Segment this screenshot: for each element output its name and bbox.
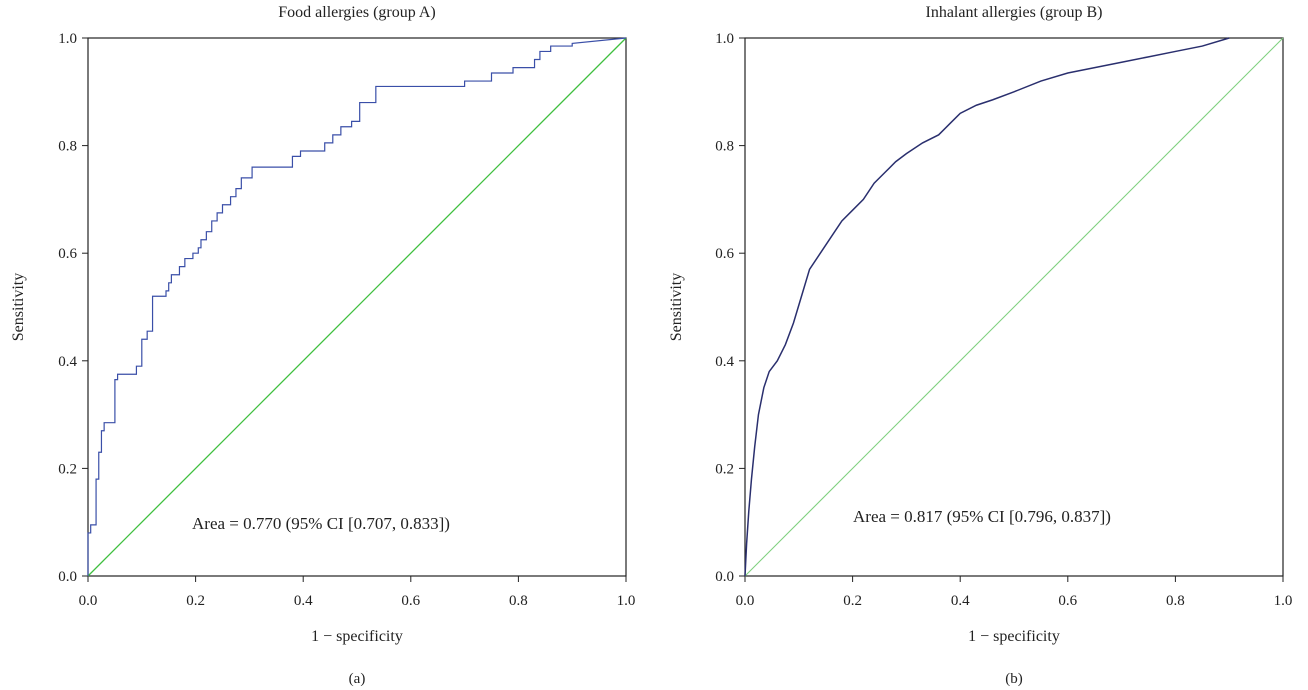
panel-b-label: (b) xyxy=(1005,671,1023,687)
panel-b-ticks: 0.0 0.2 0.4 0.6 0.8 1.0 0.0 0.2 0.4 0.6 0.8 1.0 xyxy=(715,31,1292,609)
panel-a-x-axis-title: 1 − specificity xyxy=(311,628,403,645)
panel-a-x-tick-label: 0.6 xyxy=(401,593,420,609)
panel-b-plot-frame xyxy=(744,37,1284,577)
panel-a-y-tick-label: 0.0 xyxy=(58,569,77,585)
panel-b-x-tick-label: 0.8 xyxy=(1166,593,1185,609)
panel-a-x-tick-label: 0.0 xyxy=(79,593,98,609)
roc-panel-b: Inhalant allergies (group B) 0.0 0.2 0.4 0.… xyxy=(668,4,1292,687)
panel-b-x-tick-label: 1.0 xyxy=(1274,593,1293,609)
roc-panel-a: Food allergies (group A) 0.0 0.2 0.4 0.6 0.8… xyxy=(10,4,635,687)
panel-a-roc-curve xyxy=(87,37,627,576)
panel-a-label: (a) xyxy=(349,671,366,687)
panel-b-x-axis-title: 1 − specificity xyxy=(968,628,1060,645)
panel-a-y-tick-label: 0.2 xyxy=(58,461,77,477)
panel-b-y-tick-label: 0.8 xyxy=(715,139,734,155)
panel-a-x-tick-label: 0.2 xyxy=(186,593,205,609)
panel-a-y-tick-label: 0.4 xyxy=(58,354,77,370)
panel-b-y-tick-label: 1.0 xyxy=(715,31,734,47)
panel-a-y-tick-label: 0.8 xyxy=(58,139,77,155)
panel-b-x-tick-label: 0.2 xyxy=(843,593,862,609)
panel-b-y-tick-label: 0.4 xyxy=(715,354,734,370)
panel-b-roc-curve xyxy=(744,37,1230,577)
panel-b-x-tick-label: 0.6 xyxy=(1058,593,1077,609)
panel-b-x-tick-label: 0.0 xyxy=(736,593,755,609)
panel-a-x-tick-label: 0.4 xyxy=(294,593,313,609)
panel-a-auc-annotation: Area = 0.770 (95% CI [0.707, 0.833]) xyxy=(192,514,450,533)
panel-a-y-axis-title: Sensitivity xyxy=(10,273,27,341)
panel-a-y-tick-label: 1.0 xyxy=(58,31,77,47)
panel-b-auc-annotation: Area = 0.817 (95% CI [0.796, 0.837]) xyxy=(853,507,1111,526)
panel-b-chance-line xyxy=(744,37,1284,577)
panel-a-title: Food allergies (group A) xyxy=(278,4,435,21)
panel-b-y-tick-label: 0.2 xyxy=(715,461,734,477)
panel-a-y-tick-label: 0.6 xyxy=(58,246,77,262)
panel-a-chance-line xyxy=(87,37,627,577)
panel-a-ticks: 0.0 0.2 0.4 0.6 0.8 1.0 0.0 0.2 0.4 0.6 0.8 1.0 xyxy=(58,31,635,609)
panel-a-x-tick-label: 0.8 xyxy=(509,593,528,609)
panel-b-y-tick-label: 0.0 xyxy=(715,569,734,585)
panel-a-plot-frame xyxy=(87,37,627,577)
panel-a-x-tick-label: 1.0 xyxy=(617,593,636,609)
panel-b-title: Inhalant allergies (group B) xyxy=(926,4,1103,21)
panel-b-x-tick-label: 0.4 xyxy=(951,593,970,609)
panel-b-y-tick-label: 0.6 xyxy=(715,246,734,262)
panel-b-y-axis-title: Sensitivity xyxy=(668,273,685,341)
